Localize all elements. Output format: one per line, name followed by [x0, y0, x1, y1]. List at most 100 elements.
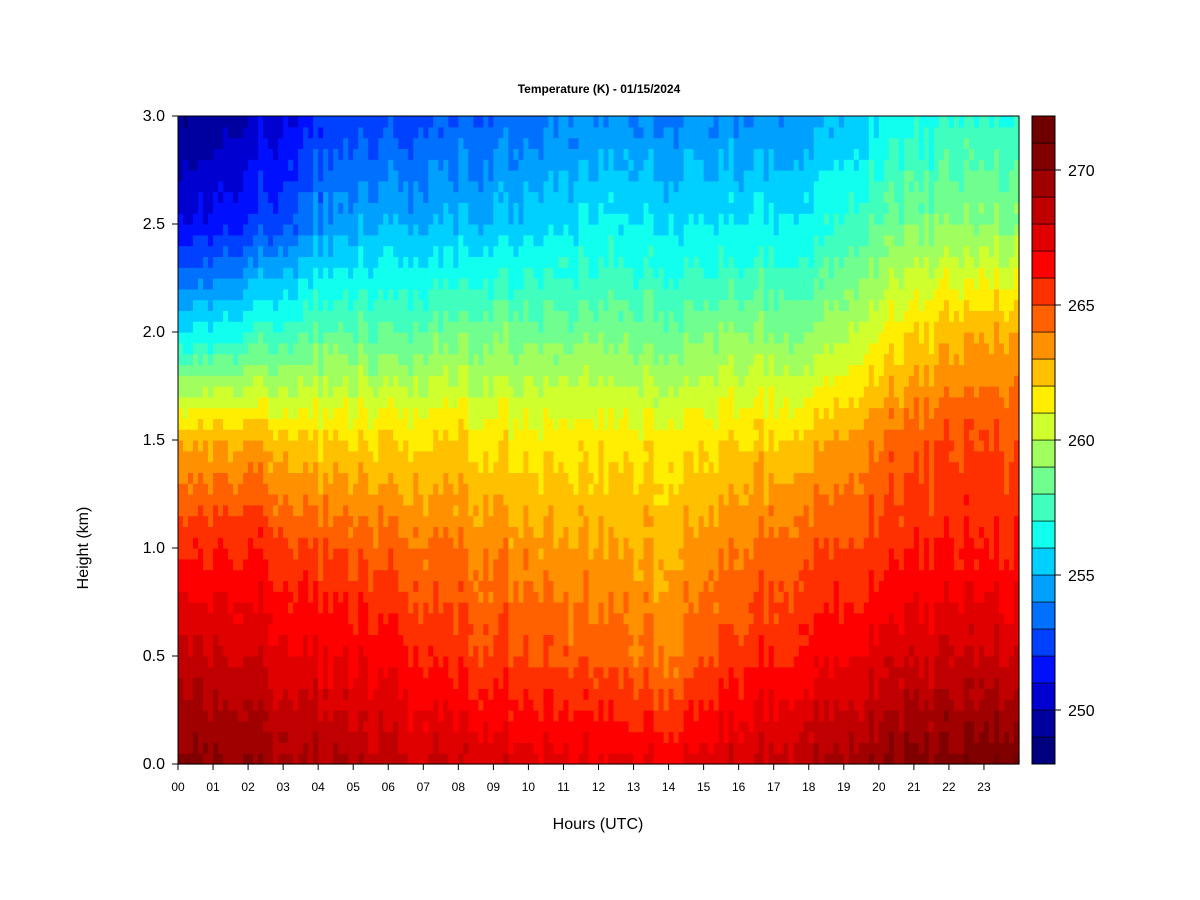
heatmap-cell [483, 548, 489, 560]
heatmap-cell [518, 742, 525, 754]
heatmap-cell [418, 483, 424, 495]
heatmap-cell [473, 116, 479, 128]
heatmap-cell [403, 483, 409, 495]
heatmap-cell [273, 602, 279, 614]
heatmap-cell [588, 753, 595, 765]
heatmap-cell [523, 742, 530, 754]
heatmap-cell [263, 256, 269, 268]
heatmap-cell [428, 677, 434, 689]
chart-title: Temperature (K) - 01/15/2024 [518, 82, 681, 96]
heatmap-cell [298, 461, 304, 473]
heatmap-cell [303, 429, 309, 441]
heatmap-cell [508, 116, 514, 128]
heatmap-cell [198, 656, 204, 668]
heatmap-cell [578, 742, 585, 754]
heatmap-cell [333, 461, 339, 473]
heatmap-cell [513, 180, 520, 193]
heatmap-cell [433, 602, 439, 614]
heatmap-cell [248, 299, 254, 311]
heatmap-cell [578, 224, 585, 236]
heatmap-cell [583, 137, 590, 149]
heatmap-cell [268, 602, 274, 614]
heatmap-cell [473, 440, 479, 452]
heatmap-cell [498, 483, 504, 495]
heatmap-cell [583, 256, 590, 268]
heatmap-cell [198, 224, 204, 236]
heatmap-cell [583, 645, 590, 657]
heatmap-cell [453, 396, 459, 409]
heatmap-cell [453, 353, 459, 365]
heatmap-cell [273, 170, 279, 182]
heatmap-cell [408, 126, 414, 139]
heatmap-cell [553, 137, 560, 149]
heatmap-cell [488, 245, 494, 257]
heatmap-cell [478, 645, 484, 657]
heatmap-cell [178, 148, 184, 160]
heatmap-cell [588, 332, 595, 344]
heatmap-cell [378, 224, 384, 236]
heatmap-cell [258, 472, 264, 484]
heatmap-cell [368, 612, 374, 625]
heatmap-cell [263, 116, 269, 128]
heatmap-cell [418, 656, 424, 668]
heatmap-cell [233, 180, 239, 193]
heatmap-cell [403, 126, 409, 139]
heatmap-cell [308, 148, 314, 160]
heatmap-cell [423, 677, 429, 689]
heatmap-cell [288, 256, 294, 268]
heatmap-cell [563, 418, 570, 430]
heatmap-cell [468, 353, 474, 365]
heatmap-cell [258, 731, 264, 743]
heatmap-cell [528, 126, 535, 139]
heatmap-cell [448, 407, 454, 419]
heatmap-cell [403, 278, 409, 290]
heatmap-cell [423, 515, 429, 527]
heatmap-cell [228, 656, 234, 668]
heatmap-cell [558, 602, 565, 614]
heatmap-cell [428, 332, 434, 344]
heatmap-cell [473, 159, 479, 171]
heatmap-cell [273, 440, 279, 452]
heatmap-cell [188, 526, 194, 538]
heatmap-cell [283, 267, 289, 279]
heatmap-cell [208, 159, 214, 171]
heatmap-cell [568, 191, 575, 203]
heatmap-cell [533, 731, 540, 743]
heatmap-cell [258, 645, 264, 657]
heatmap-cell [223, 494, 229, 506]
heatmap-cell [233, 407, 239, 419]
heatmap-cell [553, 677, 560, 689]
heatmap-cell [433, 731, 439, 743]
heatmap-cell [513, 688, 520, 700]
heatmap-cell [418, 148, 424, 160]
heatmap-cell [488, 731, 494, 743]
heatmap-cell [488, 180, 494, 193]
heatmap-cell [243, 461, 249, 473]
heatmap-cell [318, 267, 324, 279]
heatmap-cell [563, 494, 570, 506]
heatmap-cell [228, 731, 234, 743]
heatmap-cell [453, 731, 459, 743]
heatmap-cell [568, 537, 575, 549]
heatmap-cell [243, 742, 249, 754]
heatmap-cell [223, 429, 229, 441]
heatmap-cell [183, 116, 189, 128]
heatmap-cell [533, 234, 540, 247]
heatmap-cell [418, 537, 424, 549]
heatmap-cell [398, 224, 404, 236]
heatmap-cell [543, 731, 550, 743]
heatmap-cell [558, 688, 565, 700]
heatmap-cell [513, 645, 520, 657]
heatmap-cell [483, 494, 489, 506]
heatmap-cell [233, 429, 239, 441]
heatmap-cell [193, 558, 199, 571]
heatmap-cell [438, 396, 444, 409]
heatmap-cell [258, 191, 264, 203]
heatmap-cell [483, 720, 489, 733]
heatmap-cell [463, 126, 469, 139]
heatmap-cell [333, 170, 339, 182]
heatmap-cell [558, 504, 565, 517]
heatmap-cell [188, 332, 194, 344]
heatmap-cell [348, 558, 354, 571]
heatmap-cell [273, 537, 279, 549]
